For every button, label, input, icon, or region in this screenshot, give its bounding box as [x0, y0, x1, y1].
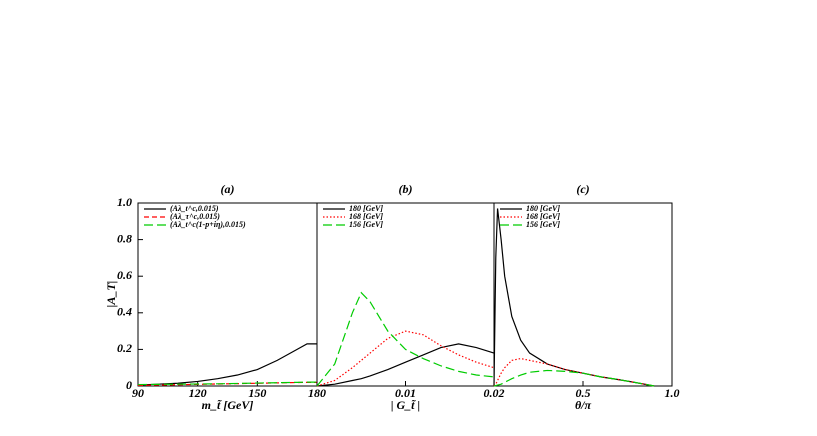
y-tick-label: 0.4 [117, 305, 132, 319]
panel-frame [137, 202, 318, 387]
legend-label: (Aλ_t^c(1-p+iη),0.015) [170, 220, 246, 229]
panel-frame [316, 202, 495, 387]
x-axis-label: m_t̃ [GeV] [202, 398, 254, 412]
series-line [493, 357, 655, 387]
series-line [316, 343, 495, 387]
legend-label: 156 [GeV] [526, 220, 560, 229]
x-tick-label: 90 [132, 386, 144, 400]
y-tick-label: 0.6 [117, 268, 132, 282]
legend-label: (Aλ_t^c,0.015) [170, 204, 219, 213]
x-tick-label: 1.0 [665, 386, 680, 400]
series-line [493, 369, 655, 387]
panel-title: (b) [399, 182, 413, 196]
series-line [316, 291, 495, 387]
x-axis-label: | G_t̃ | [391, 398, 420, 412]
y-tick-label: 1.0 [117, 195, 132, 209]
legend-label: (Aλ_τ^c,0.015) [170, 212, 220, 221]
series-line [137, 343, 317, 386]
x-tick-label: 180 [308, 386, 326, 400]
legend-label: 156 [GeV] [349, 220, 383, 229]
panel-frame [493, 202, 673, 387]
legend-label: 180 [GeV] [349, 204, 383, 213]
legend-label: 168 [GeV] [349, 212, 383, 221]
series-line [316, 330, 495, 387]
y-tick-label: 0 [126, 378, 132, 392]
series-line [493, 208, 655, 387]
y-tick-label: 0.8 [117, 231, 132, 245]
panel-title: (a) [221, 182, 235, 196]
x-tick-label: 120 [189, 386, 207, 400]
y-axis-label: |A_T| [104, 281, 118, 308]
legend-label: 180 [GeV] [526, 204, 560, 213]
x-tick-label: 0.02 [484, 386, 505, 400]
panel-title: (c) [576, 182, 589, 196]
x-axis-label: θ/π [575, 398, 592, 412]
x-tick-label: 0.01 [395, 386, 416, 400]
series-line [137, 381, 317, 386]
x-tick-label: 0.5 [576, 386, 591, 400]
x-tick-label: 150 [248, 386, 266, 400]
y-tick-label: 0.2 [117, 341, 132, 355]
legend-label: 168 [GeV] [526, 212, 560, 221]
